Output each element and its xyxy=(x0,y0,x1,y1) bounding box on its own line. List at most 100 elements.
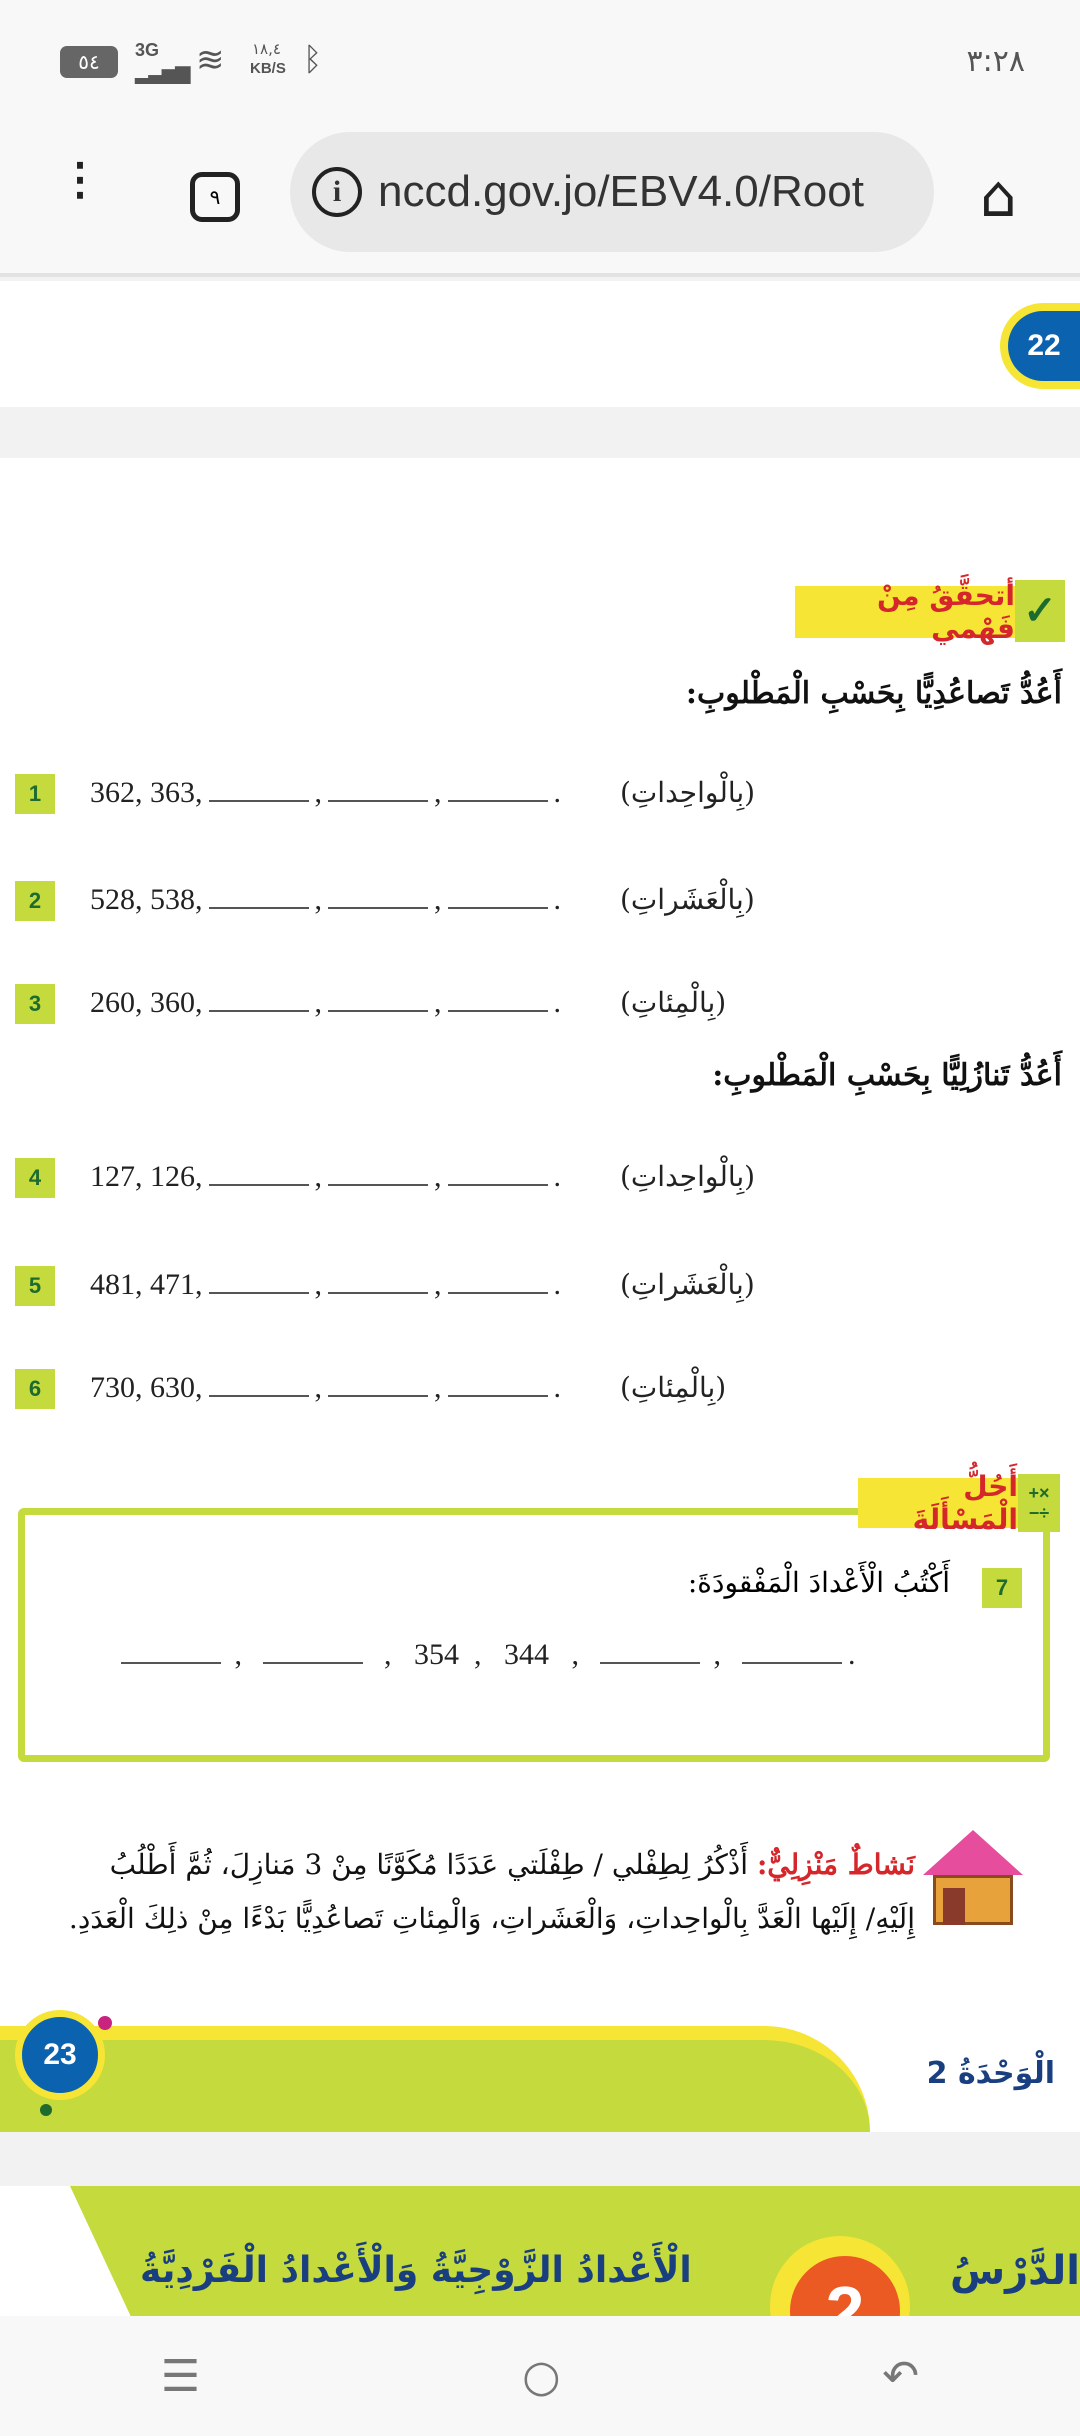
signal-icon: ▂▃▅▆ xyxy=(135,60,191,84)
exercise-number-badge: 4 xyxy=(15,1158,55,1198)
unit-label: الْوَحْدَةُ 2 xyxy=(926,2056,1055,2091)
ascending-instruction: أَعُدُّ تَصاعُدِيًّا بِحَسْبِ الْمَطْلوب… xyxy=(685,676,1062,711)
answer-blank[interactable] xyxy=(328,800,428,802)
home-activity-text: أَذْكُرُ لِطِفْلي / طِفْلَتي عَدَدًا مُك… xyxy=(68,1848,915,1935)
count-by-label: (بِالْواحِداتِ) xyxy=(620,776,756,809)
sequence-start: 362, 363, xyxy=(90,776,203,809)
sequence-start: 730, 630, xyxy=(90,1371,203,1404)
exercise-sequence: 127, 126,,,. xyxy=(90,1160,561,1193)
answer-blank[interactable] xyxy=(447,907,548,909)
url-bar[interactable]: i nccd.gov.jo/EBV4.0/Root xyxy=(290,132,934,252)
sequence-start: 481, 471, xyxy=(90,1268,203,1301)
exercise-row: 6 730, 630,,,. (بِالْمِئاتِ) xyxy=(0,1369,1080,1419)
wifi-icon: ≋ xyxy=(196,40,225,80)
answer-blank[interactable] xyxy=(447,1010,548,1012)
lesson-title: الْأَعْدادُ الزَّوْجِيَّةُ وَالْأَعْدادُ… xyxy=(140,2250,692,2291)
next-page: 2 الدَّرْسُ الْأَعْدادُ الزَّوْجِيَّةُ و… xyxy=(0,2186,1080,2316)
answer-blank[interactable] xyxy=(328,907,428,909)
exercise-row: 2 528, 538,,,. (بِالْعَشَراتِ) xyxy=(0,881,1080,931)
tab-count-button[interactable]: ٩ xyxy=(190,172,240,222)
page-22: 22 xyxy=(0,281,1080,407)
answer-blank[interactable] xyxy=(742,1662,842,1664)
problem-box xyxy=(18,1508,1050,1762)
answer-blank[interactable] xyxy=(600,1662,700,1664)
exercise-row: 5 481, 471,,,. (بِالْعَشَراتِ) xyxy=(0,1266,1080,1316)
exercise-sequence: 260, 360,,,. xyxy=(90,986,561,1019)
problem-text: أَكْتُبُ الْأَعْدادَ الْمَفْقودَةَ: xyxy=(687,1566,950,1599)
page-23: أتحقَّقُ مِنْ فَهْمي ✓ أَعُدُّ تَصاعُدِي… xyxy=(0,458,1080,2132)
answer-blank[interactable] xyxy=(208,1010,309,1012)
checkmark-icon: ✓ xyxy=(1015,580,1065,642)
answer-blank[interactable] xyxy=(121,1662,221,1664)
exercise-sequence: 730, 630,,,. xyxy=(90,1371,561,1404)
page-number-badge: 23 xyxy=(15,2010,105,2100)
sequence-start: 127, 126, xyxy=(90,1160,203,1193)
recent-apps-icon[interactable]: ☰ xyxy=(160,2350,201,2402)
answer-blank[interactable] xyxy=(447,1292,548,1294)
answer-blank[interactable] xyxy=(328,1395,428,1397)
exercise-number-badge: 5 xyxy=(15,1266,55,1306)
known-number: 344 xyxy=(504,1638,549,1671)
footer-band xyxy=(0,2026,870,2132)
answer-blank[interactable] xyxy=(447,1184,548,1186)
problem-number-badge: 7 xyxy=(982,1568,1022,1608)
count-by-label: (بِالْمِئاتِ) xyxy=(620,986,727,1019)
check-understanding-header: أتحقَّقُ مِنْ فَهْمي xyxy=(795,579,1015,645)
back-icon[interactable]: ↶ xyxy=(882,2350,920,2402)
bluetooth-icon: ᛒ xyxy=(303,40,323,78)
answer-blank[interactable] xyxy=(328,1184,428,1186)
answer-blank[interactable] xyxy=(328,1292,428,1294)
speed-value: ١٨,٤ xyxy=(252,40,281,58)
exercise-row: 4 127, 126,,,. (بِالْواحِداتِ) xyxy=(0,1158,1080,1208)
math-operations-icon: +× −÷ xyxy=(1018,1474,1060,1532)
info-icon[interactable]: i xyxy=(312,167,362,217)
count-by-label: (بِالْواحِداتِ) xyxy=(620,1160,756,1193)
solve-problem-header: أَحُلُّ الْمَسْأَلَةَ xyxy=(858,1470,1018,1536)
answer-blank[interactable] xyxy=(263,1662,363,1664)
browser-toolbar: ⋮ ٩ i nccd.gov.jo/EBV4.0/Root ⌂ xyxy=(0,110,1080,277)
exercise-number-badge: 6 xyxy=(15,1369,55,1409)
exercise-sequence: 481, 471,,,. xyxy=(90,1268,561,1301)
exercise-number-badge: 2 xyxy=(15,881,55,921)
exercise-number-badge: 3 xyxy=(15,984,55,1024)
answer-blank[interactable] xyxy=(208,1395,309,1397)
missing-numbers-sequence: , , 354 , 344 , , . xyxy=(115,1638,856,1672)
decor-dot xyxy=(98,2016,112,2030)
decor-dot xyxy=(40,2104,52,2116)
answer-blank[interactable] xyxy=(447,1395,548,1397)
home-activity: نَشاطٌ مَنْزِلِيٌّ: أَذْكُرُ لِطِفْلي / … xyxy=(55,1838,915,1946)
clock: ٣:٢٨ xyxy=(966,44,1025,79)
known-number: 354 xyxy=(414,1638,459,1671)
answer-blank[interactable] xyxy=(328,1010,428,1012)
exercise-sequence: 362, 363,,,. xyxy=(90,776,561,809)
sequence-start: 528, 538, xyxy=(90,883,203,916)
sequence-start: 260, 360, xyxy=(90,986,203,1019)
answer-blank[interactable] xyxy=(208,907,309,909)
house-illustration xyxy=(918,1830,1028,1930)
descending-instruction: أَعُدُّ تَنازُلِيًّا بِحَسْبِ الْمَطْلوب… xyxy=(712,1058,1062,1093)
answer-blank[interactable] xyxy=(208,800,309,802)
count-by-label: (بِالْمِئاتِ) xyxy=(620,1371,727,1404)
answer-blank[interactable] xyxy=(208,1292,309,1294)
menu-icon[interactable]: ⋮ xyxy=(58,155,102,204)
status-bar: ٥٤ 3G ▂▃▅▆ ≋ ١٨,٤ KB/S ᛒ ٣:٢٨ xyxy=(0,0,1080,110)
lesson-banner xyxy=(70,2186,1080,2316)
answer-blank[interactable] xyxy=(447,800,548,802)
page-number-badge: 22 xyxy=(1000,303,1080,389)
url-text[interactable]: nccd.gov.jo/EBV4.0/Root xyxy=(378,167,864,216)
home-activity-title: نَشاطٌ مَنْزِلِيٌّ: xyxy=(756,1848,915,1881)
exercise-row: 3 260, 360,,,. (بِالْمِئاتِ) xyxy=(0,984,1080,1034)
count-by-label: (بِالْعَشَراتِ) xyxy=(620,1268,755,1301)
network-label: 3G xyxy=(135,40,160,60)
home-icon[interactable]: ⌂ xyxy=(980,162,1017,230)
exercise-row: 1 362, 363,,,. (بِالْواحِداتِ) xyxy=(0,774,1080,824)
battery-icon: ٥٤ xyxy=(60,46,118,78)
speed-unit: KB/S xyxy=(250,60,286,77)
exercise-sequence: 528, 538,,,. xyxy=(90,883,561,916)
lesson-label: الدَّرْسُ xyxy=(949,2248,1080,2294)
exercise-number-badge: 1 xyxy=(15,774,55,814)
system-nav-bar: ☰ ○ ↶ xyxy=(0,2316,1080,2436)
home-button-icon[interactable]: ○ xyxy=(522,2350,561,2402)
count-by-label: (بِالْعَشَراتِ) xyxy=(620,883,755,916)
answer-blank[interactable] xyxy=(208,1184,309,1186)
